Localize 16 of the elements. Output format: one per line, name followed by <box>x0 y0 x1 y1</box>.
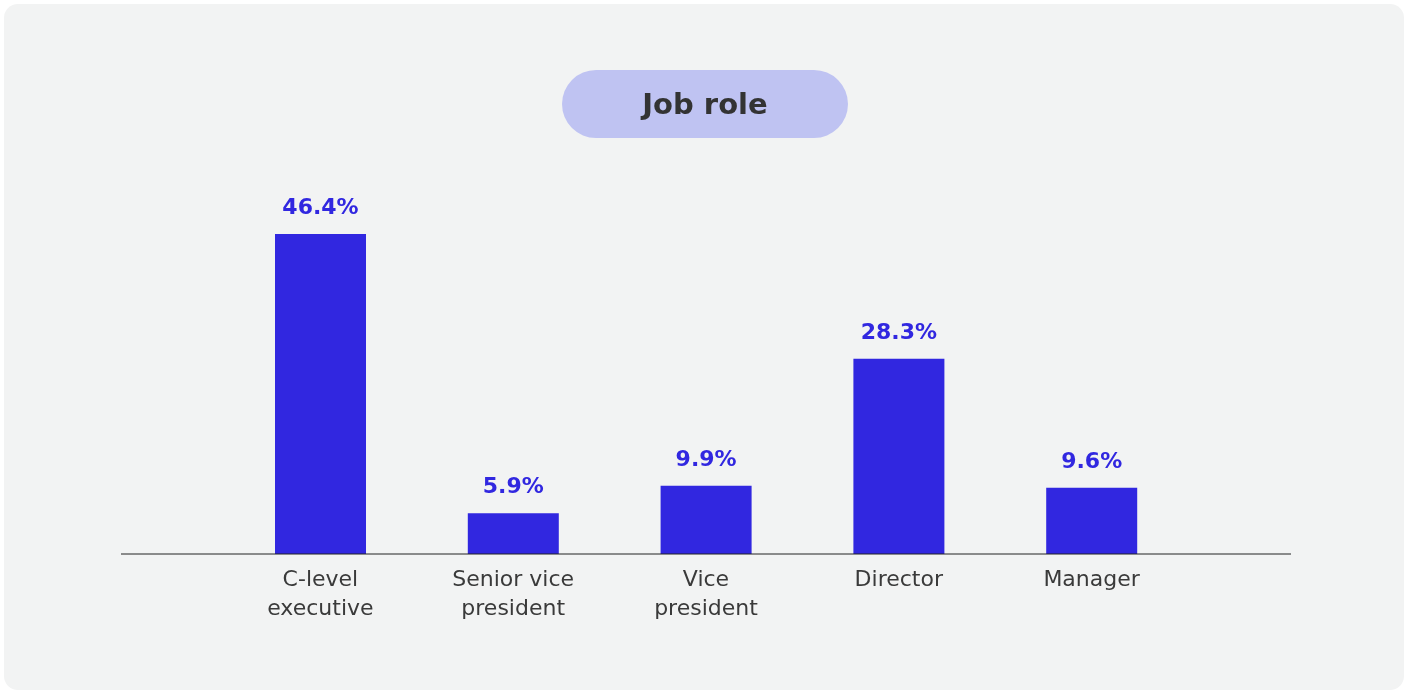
x-tick-label: Senior vice president <box>452 566 575 620</box>
bar <box>660 485 752 554</box>
bar <box>1046 487 1138 554</box>
chart-title: Job role <box>562 70 848 138</box>
data-label: 46.4% <box>282 194 359 219</box>
x-tick-label: C-level executive <box>267 566 374 620</box>
bar <box>853 358 945 554</box>
bar <box>275 234 366 554</box>
data-label: 28.3% <box>860 318 938 344</box>
x-tick-label: Vice president <box>654 566 759 620</box>
data-label: 5.9% <box>482 473 544 499</box>
x-tick-label: Director <box>854 566 944 591</box>
data-label: 9.9% <box>675 445 737 471</box>
x-tick-label: Manager <box>1043 566 1141 591</box>
data-label: 9.6% <box>1061 447 1123 473</box>
bar <box>467 513 559 554</box>
